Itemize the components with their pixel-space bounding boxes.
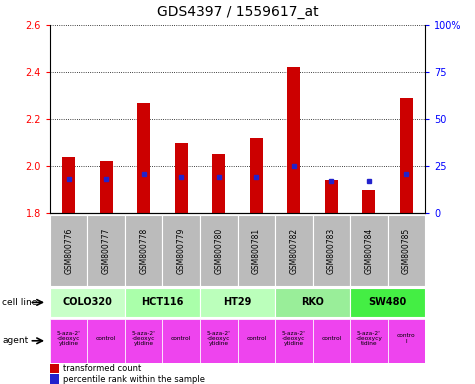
Bar bbox=[175, 142, 188, 213]
Text: GSM800783: GSM800783 bbox=[327, 227, 336, 274]
Text: GSM800780: GSM800780 bbox=[214, 227, 223, 274]
Bar bbox=[87, 319, 125, 363]
Bar bbox=[350, 319, 388, 363]
Bar bbox=[50, 215, 87, 286]
Text: GSM800782: GSM800782 bbox=[289, 227, 298, 274]
Bar bbox=[388, 215, 425, 286]
Bar bbox=[50, 288, 125, 317]
Bar bbox=[87, 215, 125, 286]
Text: GSM800784: GSM800784 bbox=[364, 227, 373, 274]
Text: 5-aza-2'
-deoxyc
ytidine: 5-aza-2' -deoxyc ytidine bbox=[132, 331, 156, 346]
Text: percentile rank within the sample: percentile rank within the sample bbox=[63, 375, 205, 384]
Text: cell line: cell line bbox=[2, 298, 38, 307]
Text: agent: agent bbox=[2, 336, 28, 345]
Text: control: control bbox=[246, 336, 266, 341]
Bar bbox=[275, 215, 313, 286]
Bar bbox=[100, 161, 113, 213]
Text: GSM800779: GSM800779 bbox=[177, 227, 186, 274]
Text: 5-aza-2'
-deoxycy
tidine: 5-aza-2' -deoxycy tidine bbox=[355, 331, 382, 346]
Bar bbox=[162, 215, 200, 286]
Text: HCT116: HCT116 bbox=[141, 297, 184, 308]
Text: GSM800785: GSM800785 bbox=[402, 227, 411, 274]
Text: 5-aza-2'
-deoxyc
ytidine: 5-aza-2' -deoxyc ytidine bbox=[57, 331, 81, 346]
Bar bbox=[275, 319, 313, 363]
Text: COLO320: COLO320 bbox=[63, 297, 113, 308]
Bar bbox=[362, 190, 375, 213]
Bar bbox=[62, 157, 75, 213]
Bar bbox=[50, 374, 59, 384]
Bar bbox=[212, 154, 225, 213]
Text: transformed count: transformed count bbox=[63, 364, 141, 373]
Bar bbox=[325, 180, 338, 213]
Bar bbox=[350, 215, 388, 286]
Text: 5-aza-2'
-deoxyc
ytidine: 5-aza-2' -deoxyc ytidine bbox=[282, 331, 306, 346]
Text: RKO: RKO bbox=[301, 297, 324, 308]
Text: HT29: HT29 bbox=[223, 297, 252, 308]
Bar bbox=[350, 288, 425, 317]
Bar bbox=[287, 67, 300, 213]
Bar bbox=[200, 215, 238, 286]
Text: contro
l: contro l bbox=[397, 333, 416, 344]
Bar bbox=[125, 288, 200, 317]
Bar bbox=[238, 319, 275, 363]
Bar bbox=[313, 319, 350, 363]
Bar bbox=[200, 319, 238, 363]
Text: control: control bbox=[171, 336, 191, 341]
Bar bbox=[400, 98, 413, 213]
Text: 5-aza-2'
-deoxyc
ytidine: 5-aza-2' -deoxyc ytidine bbox=[207, 331, 231, 346]
Bar bbox=[125, 319, 162, 363]
Bar bbox=[137, 103, 150, 213]
Bar bbox=[275, 288, 350, 317]
Bar bbox=[238, 215, 275, 286]
Text: GSM800781: GSM800781 bbox=[252, 227, 261, 274]
Bar bbox=[50, 319, 87, 363]
Text: GSM800778: GSM800778 bbox=[139, 227, 148, 274]
Text: GDS4397 / 1559617_at: GDS4397 / 1559617_at bbox=[157, 5, 318, 19]
Bar bbox=[125, 215, 162, 286]
Text: control: control bbox=[96, 336, 116, 341]
Text: GSM800776: GSM800776 bbox=[64, 227, 73, 274]
Text: GSM800777: GSM800777 bbox=[102, 227, 111, 274]
Text: control: control bbox=[321, 336, 342, 341]
Bar bbox=[162, 319, 200, 363]
Bar bbox=[313, 215, 350, 286]
Text: SW480: SW480 bbox=[369, 297, 407, 308]
Bar bbox=[200, 288, 275, 317]
Bar bbox=[388, 319, 425, 363]
Bar bbox=[250, 138, 263, 213]
Bar bbox=[50, 364, 59, 373]
